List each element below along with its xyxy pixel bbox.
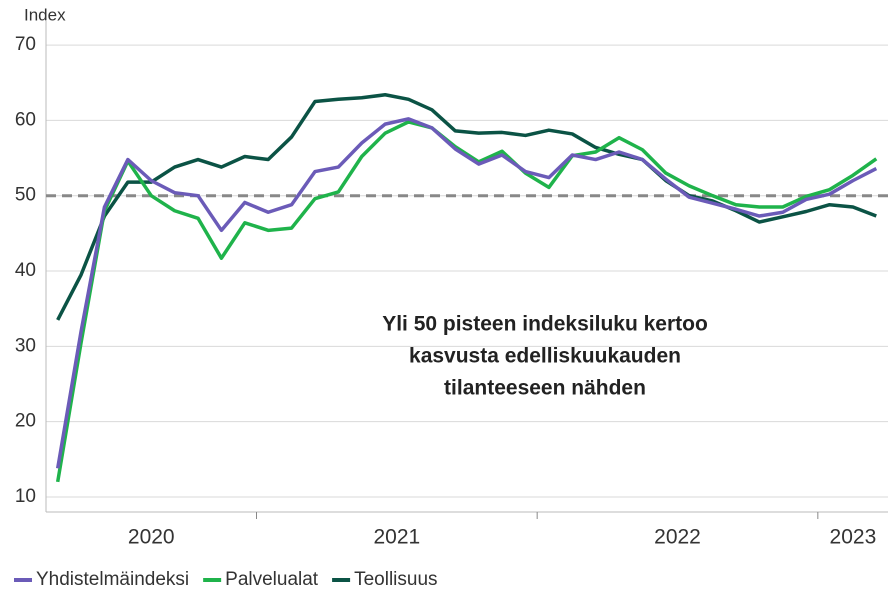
legend-label: Teollisuus [354,569,437,590]
line-series [56,93,877,321]
legend-label: Yhdistelmäindeksi [36,569,189,590]
legend-label: Palvelualat [225,569,319,590]
y-tick-label: 50 [15,185,36,206]
y-tick-label: 40 [15,260,36,281]
y-tick-label: 30 [15,335,36,356]
annotation: kasvusta edelliskuukauden [409,345,681,368]
x-tick-label: 2021 [373,526,420,549]
x-tick-label: 2020 [128,526,175,549]
line-series [55,117,878,469]
y-tick-label: 20 [15,411,36,432]
annotation: tilanteeseen nähden [444,377,646,400]
x-tick-label: 2022 [654,526,701,549]
y-tick-label: 10 [15,486,36,507]
x-tick-label: 2023 [830,526,877,549]
y-tick-label: 70 [15,34,36,55]
y-axis-label: Index [24,5,66,24]
line-series [55,120,878,483]
annotation: Yli 50 pisteen indeksiluku kertoo [382,313,708,336]
y-tick-label: 60 [15,109,36,130]
